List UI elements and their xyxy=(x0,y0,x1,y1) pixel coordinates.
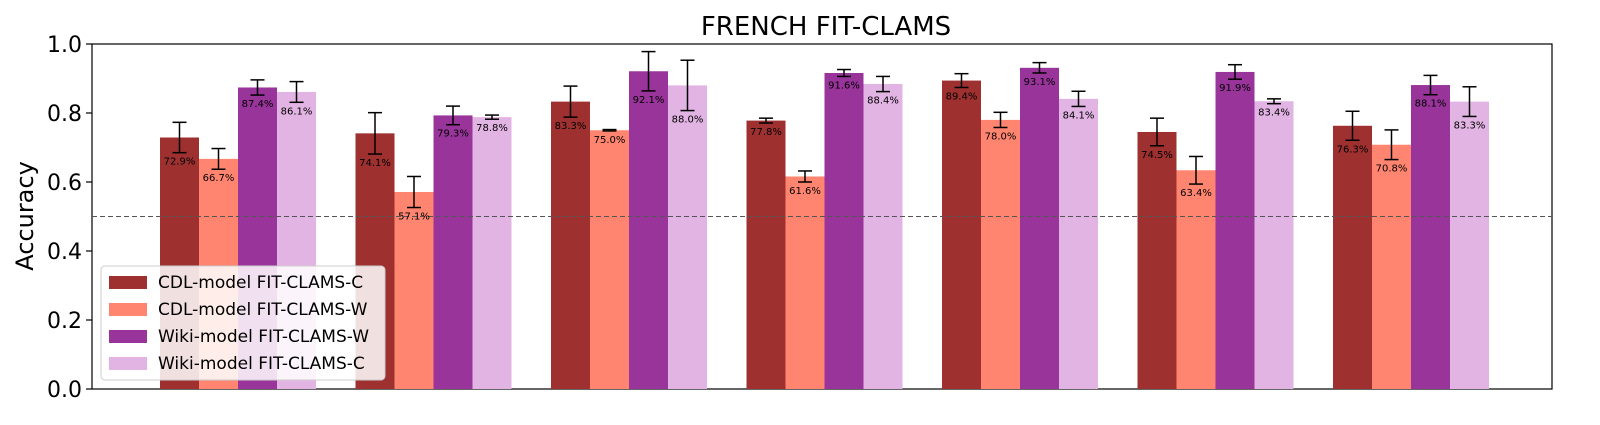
data-label: 93.1% xyxy=(1024,77,1056,88)
bar xyxy=(472,117,512,389)
data-label: 86.1% xyxy=(281,106,313,117)
data-label: 75.0% xyxy=(594,135,626,146)
data-label: 72.9% xyxy=(164,157,196,168)
bar xyxy=(590,130,629,389)
data-label: 70.8% xyxy=(1376,164,1408,175)
data-label: 74.5% xyxy=(1141,150,1173,161)
legend-box xyxy=(100,265,386,381)
bar xyxy=(1450,101,1489,390)
y-axis-label: Accuracy xyxy=(11,161,39,271)
data-label: 66.7% xyxy=(203,173,235,184)
data-label: 83.4% xyxy=(1258,108,1290,119)
bar xyxy=(785,176,825,389)
data-label: 63.4% xyxy=(1180,188,1212,199)
bar xyxy=(746,120,786,389)
legend-swatch xyxy=(109,303,147,316)
bar xyxy=(1254,101,1294,390)
data-label: 79.3% xyxy=(437,129,469,140)
bar xyxy=(1372,144,1411,389)
bar xyxy=(1215,71,1255,389)
legend-swatch xyxy=(109,330,147,343)
legend-swatch xyxy=(109,357,147,370)
data-label: 78.0% xyxy=(985,131,1017,142)
bar xyxy=(942,80,981,389)
data-label: 88.0% xyxy=(672,115,704,126)
bar xyxy=(863,84,903,390)
data-label: 76.3% xyxy=(1337,144,1369,155)
data-label: 83.3% xyxy=(555,121,587,132)
chart-title: FRENCH FIT-CLAMS xyxy=(701,12,951,42)
bar xyxy=(981,119,1020,390)
y-tick-label: 0.6 xyxy=(47,171,82,196)
bar xyxy=(394,192,434,389)
bar xyxy=(433,115,473,389)
data-label: 91.6% xyxy=(828,80,860,91)
legend-label: CDL-model FIT-CLAMS-C xyxy=(158,273,363,293)
data-label: 88.4% xyxy=(867,96,899,107)
data-label: 92.1% xyxy=(633,95,665,106)
legend-swatch xyxy=(109,276,147,289)
data-label: 84.1% xyxy=(1063,110,1095,121)
data-label: 78.8% xyxy=(476,123,508,134)
data-label: 88.1% xyxy=(1415,99,1447,110)
bar xyxy=(551,101,590,390)
y-tick-label: 0.2 xyxy=(47,309,82,334)
data-label: 87.4% xyxy=(242,99,274,110)
data-label: 91.9% xyxy=(1219,83,1251,94)
bar xyxy=(1333,125,1372,389)
y-tick-label: 0.4 xyxy=(47,240,82,265)
data-label: 61.6% xyxy=(789,186,821,197)
y-tick-label: 1.0 xyxy=(47,33,82,58)
y-tick-label: 0.8 xyxy=(47,102,82,127)
bar xyxy=(1137,131,1177,389)
data-label: 83.3% xyxy=(1454,120,1486,131)
data-label: 57.1% xyxy=(398,212,430,223)
bar xyxy=(824,72,864,389)
bar xyxy=(629,71,668,389)
plot-area: 0.0 0.2 0.4 0.6 0.8 1.0 72.9% 74.1% 83.3% 77.8% 89… xyxy=(47,33,1553,403)
data-label: 89.4% xyxy=(946,91,978,102)
bar xyxy=(1176,170,1216,389)
legend-label: Wiki-model FIT-CLAMS-C xyxy=(158,354,365,374)
bar xyxy=(1059,98,1098,389)
bar xyxy=(1020,67,1059,390)
legend-label: Wiki-model FIT-CLAMS-W xyxy=(158,327,369,347)
y-tick-label: 0.0 xyxy=(47,378,82,403)
legend-label: CDL-model FIT-CLAMS-W xyxy=(158,300,368,320)
data-label: 74.1% xyxy=(359,158,391,169)
bar xyxy=(668,85,707,390)
data-label: 77.8% xyxy=(750,127,782,138)
bar xyxy=(1411,85,1450,390)
